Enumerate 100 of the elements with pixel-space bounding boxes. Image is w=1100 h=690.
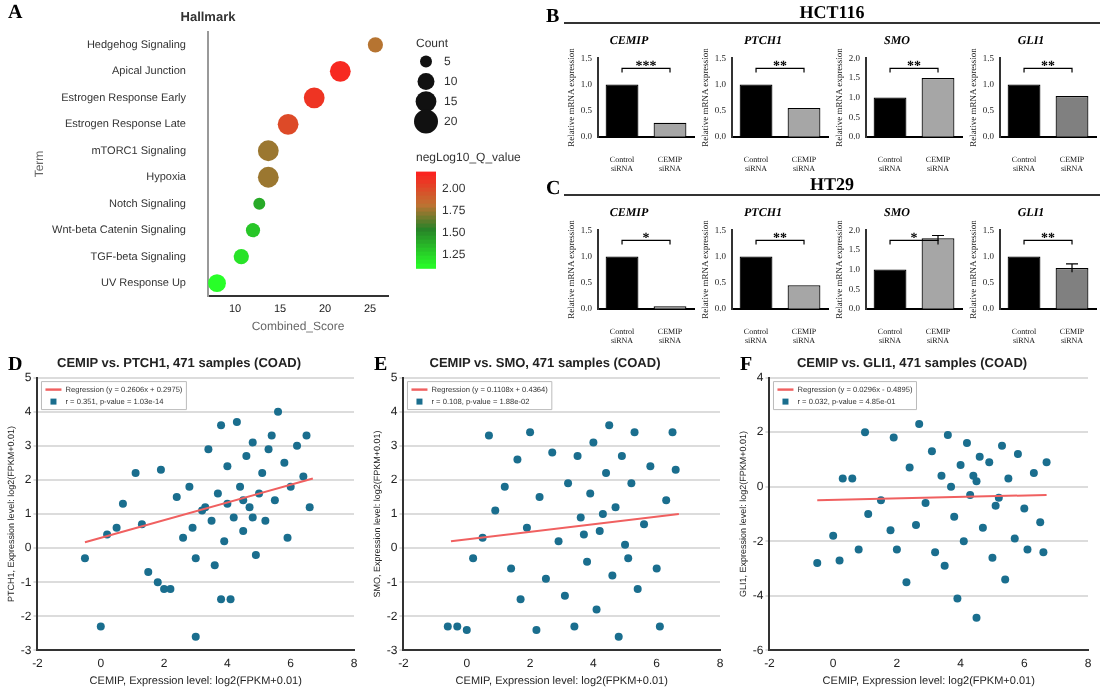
point [153,578,162,587]
point [299,472,308,481]
point [1001,575,1010,584]
point [258,469,267,478]
point [131,469,140,478]
point [972,613,981,622]
point [617,452,626,461]
text: E [374,354,388,376]
point [662,496,671,505]
point [541,574,550,583]
text: B [546,6,560,28]
point [118,499,127,508]
point [491,506,500,515]
point [586,489,595,498]
point [210,561,219,570]
point [217,595,226,604]
point [522,523,531,532]
point [621,540,630,549]
point [605,421,614,430]
point [988,553,997,562]
point [270,496,279,505]
point [905,463,914,472]
point [274,407,283,416]
point [959,537,968,546]
point [283,533,292,542]
point [886,526,895,535]
point [96,622,105,631]
point [469,554,478,563]
point [223,462,232,471]
point [630,428,639,437]
point [940,561,949,570]
point [640,520,649,529]
point [978,523,987,532]
point [226,595,235,604]
point [947,482,956,491]
point [245,503,254,512]
point [892,545,901,554]
text: C [546,178,561,200]
point [144,567,153,576]
point [548,448,557,457]
point [813,559,822,568]
point [972,477,981,486]
point [579,530,588,539]
point [998,441,1006,450]
point [589,438,598,447]
point [242,452,251,461]
point [267,431,276,440]
point [443,622,452,631]
point [484,431,493,440]
point [188,523,197,532]
point [500,482,509,491]
point [854,545,863,554]
point [172,492,181,501]
point [516,595,525,604]
point [956,460,965,469]
point [166,585,175,594]
point [835,556,844,565]
point [207,516,216,525]
point [513,455,522,464]
point [915,419,924,428]
point [462,625,471,634]
point [251,550,260,559]
text: A [8,2,23,24]
point [937,471,946,480]
point [217,421,226,430]
point [229,513,238,522]
point [1042,458,1051,467]
point [608,571,617,580]
point [583,557,592,566]
point [911,520,920,529]
text: HT29 [564,174,1100,196]
point [627,479,636,488]
point [848,474,857,483]
point [576,513,585,522]
point [902,578,911,587]
point [236,482,245,491]
point [213,489,222,498]
point [261,516,270,525]
point [305,503,314,512]
point [232,417,241,426]
point [1039,548,1048,557]
point [535,492,544,501]
point [962,439,971,448]
point [248,438,257,447]
text: HCT116 [564,2,1100,24]
point [248,513,257,522]
point [560,591,569,600]
point [646,462,655,471]
point [160,585,169,594]
point [1023,545,1032,554]
point [453,622,462,631]
point [655,622,664,631]
point [526,428,535,437]
point [220,537,229,546]
point [280,458,289,467]
point [838,474,847,483]
point [185,482,194,491]
point [931,548,940,557]
point [985,458,994,467]
point [532,625,541,634]
